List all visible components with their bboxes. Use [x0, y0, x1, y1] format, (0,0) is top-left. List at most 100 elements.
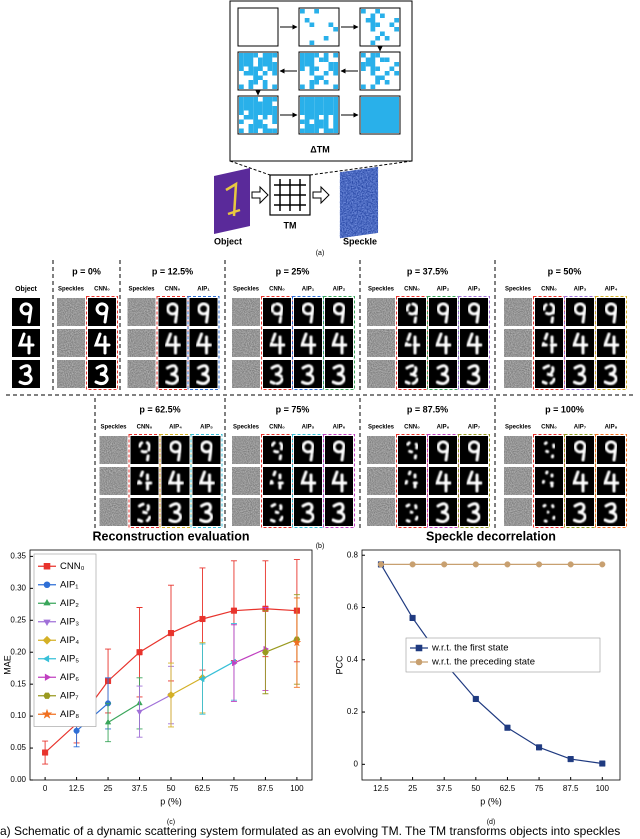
image-bg [429, 329, 457, 357]
data-point [199, 615, 206, 623]
panel-title: p = 0% [72, 266, 101, 276]
tm-cell [300, 57, 305, 62]
x-tick-label: 50 [167, 784, 176, 793]
tm-cell [309, 106, 315, 111]
legend-marker [41, 708, 53, 719]
legend-label: w.r.t. the preceding state [431, 657, 535, 668]
speckle-noise [504, 498, 532, 526]
column-label: Speckles [100, 425, 127, 431]
digit [542, 302, 556, 324]
tm-cell [314, 101, 319, 106]
column-frame [86, 296, 118, 390]
tm-cell [267, 57, 273, 62]
tm-cell [319, 110, 324, 115]
column-label: AIP₅ [200, 425, 213, 431]
tm-cell [248, 66, 254, 71]
tm-cell [258, 106, 263, 111]
tm-cell [333, 128, 338, 133]
tm-cell [370, 66, 376, 71]
column-label: AIP₁ [302, 287, 315, 293]
digit [299, 332, 317, 355]
digit [465, 332, 483, 355]
digit [268, 470, 286, 493]
column-label: AIP₇ [574, 425, 587, 431]
data-point [198, 675, 205, 683]
digit [405, 440, 419, 462]
tm-cell [300, 66, 305, 71]
tm-cell [243, 71, 249, 76]
x-tick-label: 50 [471, 784, 480, 793]
data-point [472, 561, 479, 568]
digit-stroke [18, 364, 33, 386]
tm-cell [262, 53, 268, 58]
tm-cell [239, 119, 244, 124]
tm-cell [319, 119, 324, 124]
column-label: CNN₀ [269, 425, 285, 431]
tm-cell [248, 106, 254, 111]
x-tick-label: 100 [596, 784, 610, 793]
tm-cell [328, 97, 334, 102]
tm-cell [304, 110, 310, 115]
image-bg [325, 436, 353, 464]
data-point [567, 756, 574, 763]
digit-stroke [542, 440, 556, 462]
image-bg [398, 436, 426, 464]
digit [403, 470, 421, 493]
tm-cell [370, 57, 376, 62]
tm-cell [248, 101, 254, 106]
tm-cell [248, 84, 254, 89]
speckle-noise [127, 360, 156, 388]
legend-label: AIP₂ [60, 598, 79, 609]
digit-stroke [168, 502, 183, 524]
image-bg [130, 467, 159, 495]
tm-cell [243, 106, 249, 111]
tm-cell [272, 115, 277, 120]
tm-cell [258, 124, 263, 129]
image-bg [460, 329, 488, 357]
delta-tm-label: ΔTM [310, 144, 329, 154]
digit-stroke [165, 364, 180, 386]
tm-cell [333, 53, 338, 58]
tm-cell [394, 18, 399, 23]
tm-cell [267, 128, 273, 133]
image-bg [398, 467, 426, 495]
digit [434, 470, 452, 493]
image-bg [263, 298, 291, 326]
tm-cell [243, 97, 249, 102]
image-bg [158, 329, 187, 357]
tm-cell [333, 71, 338, 76]
tm-cell [328, 66, 334, 71]
column-label: CNN₀ [269, 287, 285, 293]
tm-cell [243, 101, 249, 106]
tm-cell [253, 101, 258, 106]
tm-cell [239, 62, 244, 67]
speckle-texture [340, 166, 378, 239]
digit-stroke [199, 502, 214, 524]
legend-marker [43, 562, 51, 570]
tm-cell [309, 66, 315, 71]
speckle-noise [504, 329, 532, 357]
digit-stroke [405, 302, 419, 324]
digit-stroke [269, 364, 284, 386]
y-tick-label: 0.30 [10, 583, 26, 592]
speckle-noise [504, 360, 532, 388]
digit-stroke [17, 332, 35, 355]
x-tick-label: 25 [104, 784, 113, 793]
tm-cell [375, 36, 380, 41]
tm-cell [370, 22, 376, 27]
digit-stroke [467, 302, 481, 324]
tm-cell [384, 71, 390, 76]
object-column-label: Object [15, 286, 37, 293]
tm-cell [304, 53, 310, 58]
digit-stroke [164, 332, 181, 355]
tm-cell [328, 101, 334, 106]
panel-title: p = 75% [276, 404, 310, 414]
tm-cell [243, 115, 249, 120]
series-line [139, 694, 172, 713]
tm-cell [375, 53, 380, 58]
tm-cell [258, 62, 263, 67]
speckle-noise [232, 436, 260, 464]
tm-cell [258, 119, 263, 124]
speckle-noise [57, 298, 85, 326]
